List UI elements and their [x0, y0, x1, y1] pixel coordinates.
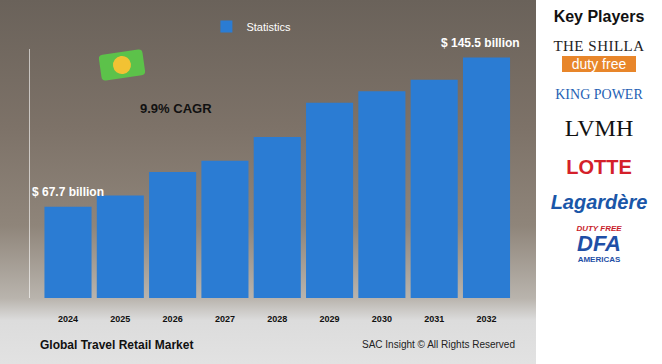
svg-text:$ 67.7 billion: $ 67.7 billion [32, 185, 104, 199]
svg-text:9.9% CAGR: 9.9% CAGR [140, 101, 212, 116]
html-text:AMERICAS: AMERICAS [577, 255, 621, 264]
svg-text:Statistics: Statistics [246, 21, 291, 33]
html-text:LOTTE: LOTTE [566, 156, 632, 178]
html-text:SAC Insight © All Rights Reser: SAC Insight © All Rights Reserved [362, 339, 515, 350]
svg-text:2024: 2024 [58, 314, 78, 324]
html-text:THE SHILLA: THE SHILLA [553, 38, 645, 54]
html-text:Lagardère: Lagardère [550, 191, 648, 213]
html-text:Global Travel Retail Market: Global Travel Retail Market [40, 338, 194, 352]
svg-text:2027: 2027 [215, 314, 235, 324]
html-text:Key Players: Key Players [553, 8, 645, 25]
svg-text:2025: 2025 [110, 314, 130, 324]
svg-text:$ 145.5 billion: $ 145.5 billion [441, 36, 520, 50]
html-text:KING POWER: KING POWER [555, 87, 643, 102]
svg-text:2028: 2028 [267, 314, 287, 324]
svg-text:2032: 2032 [476, 314, 496, 324]
html-text:LVMH: LVMH [564, 115, 634, 141]
html-text:DUTY FREE: DUTY FREE [576, 224, 622, 233]
html-text:DFA: DFA [577, 231, 621, 256]
svg-text:2031: 2031 [424, 314, 444, 324]
svg-text:2030: 2030 [372, 314, 392, 324]
html-text:duty free: duty free [571, 56, 627, 72]
svg-text:2026: 2026 [163, 314, 183, 324]
svg-text:2029: 2029 [320, 314, 340, 324]
